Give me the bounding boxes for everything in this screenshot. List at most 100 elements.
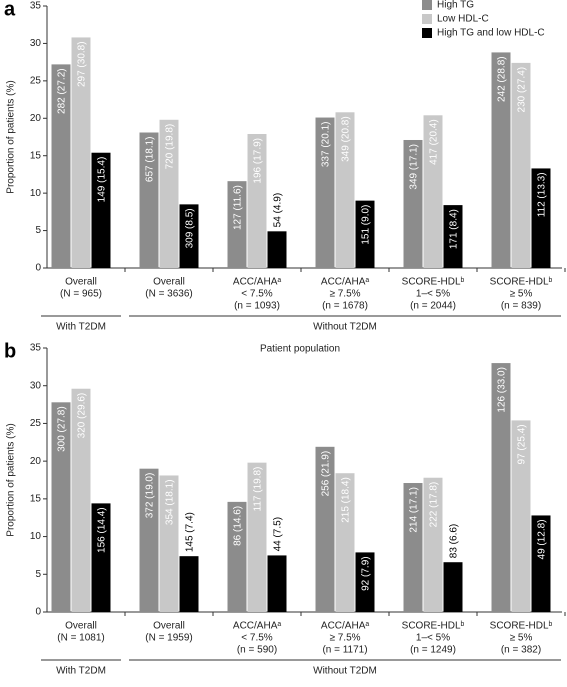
legend-label: Low HDL-C bbox=[437, 14, 489, 25]
x-tick-label: ≥ 7.5% bbox=[329, 633, 360, 644]
y-tick-label: 10 bbox=[30, 188, 42, 199]
bar bbox=[267, 231, 287, 268]
panel-label: b bbox=[4, 340, 16, 362]
x-tick-label: (N = 3636) bbox=[145, 289, 193, 300]
y-tick-label: 25 bbox=[30, 75, 42, 86]
x-tick-label: ACC/AHAᵃ bbox=[233, 621, 281, 632]
bar bbox=[227, 181, 247, 268]
y-tick-label: 25 bbox=[30, 418, 42, 429]
bar bbox=[511, 420, 531, 612]
bar bbox=[315, 446, 335, 612]
y-axis-title: Proportion of patients (%) bbox=[6, 80, 17, 193]
y-tick-label: 30 bbox=[30, 380, 42, 391]
x-tick-label: (N = 1081) bbox=[57, 633, 105, 644]
bar bbox=[159, 119, 179, 268]
bar bbox=[335, 473, 355, 612]
bar bbox=[247, 134, 267, 268]
value-label: 372 (19.0) bbox=[145, 473, 156, 519]
x-tick-label: 1–< 5% bbox=[416, 289, 450, 300]
x-tick-label: (n = 1678) bbox=[322, 301, 368, 312]
x-tick-label: (n = 1249) bbox=[410, 645, 456, 656]
x-tick-label: (n = 382) bbox=[501, 645, 541, 656]
value-label: 222 (17.8) bbox=[429, 482, 440, 528]
x-tick-label: (n = 590) bbox=[237, 645, 277, 656]
x-tick-label: < 7.5% bbox=[241, 633, 273, 644]
group-label: Without T2DM bbox=[313, 666, 377, 677]
bar bbox=[423, 477, 443, 612]
bar bbox=[179, 556, 199, 612]
value-label: 215 (18.4) bbox=[341, 477, 352, 523]
x-tick-label: Overall bbox=[65, 621, 97, 632]
bar bbox=[491, 363, 511, 612]
y-axis-title: Proportion of patients (%) bbox=[6, 423, 17, 536]
bar bbox=[355, 200, 375, 268]
bar bbox=[443, 205, 463, 268]
legend-swatch bbox=[422, 14, 432, 24]
bar bbox=[403, 483, 423, 612]
value-label: 83 (6.6) bbox=[449, 524, 460, 558]
bar bbox=[335, 112, 355, 268]
group-label: With T2DM bbox=[56, 322, 106, 333]
legend-swatch bbox=[422, 0, 432, 10]
y-tick-label: 5 bbox=[35, 569, 41, 580]
value-label: 171 (8.4) bbox=[449, 209, 460, 249]
bar bbox=[91, 152, 111, 268]
value-label: 112 (13.3) bbox=[537, 172, 548, 217]
x-tick-label: ≥ 5% bbox=[510, 289, 533, 300]
bar bbox=[355, 552, 375, 612]
legend-swatch bbox=[422, 28, 432, 38]
value-label: 44 (7.5) bbox=[273, 517, 284, 551]
bar bbox=[247, 462, 267, 612]
value-label: 92 (7.9) bbox=[361, 556, 372, 590]
value-label: 256 (21.9) bbox=[321, 451, 332, 497]
bar bbox=[511, 62, 531, 268]
x-tick-label: SCORE-HDLᵇ bbox=[402, 277, 465, 288]
y-tick-label: 15 bbox=[30, 493, 42, 504]
bar bbox=[51, 402, 71, 612]
group-label: With T2DM bbox=[56, 666, 106, 677]
panel-label: a bbox=[4, 0, 16, 20]
value-label: 300 (27.8) bbox=[57, 406, 68, 452]
value-label: 657 (18.1) bbox=[145, 137, 156, 183]
x-tick-label: ACC/AHAᵃ bbox=[321, 621, 369, 632]
value-label: 145 (7.4) bbox=[185, 512, 196, 552]
x-tick-label: SCORE-HDLᵇ bbox=[402, 621, 465, 632]
bar bbox=[71, 37, 91, 268]
bar bbox=[51, 64, 71, 268]
y-tick-label: 35 bbox=[30, 1, 42, 12]
value-label: 417 (20.4) bbox=[429, 119, 440, 165]
y-tick-label: 35 bbox=[30, 343, 42, 354]
x-tick-label: ≥ 7.5% bbox=[329, 289, 360, 300]
y-tick-label: 15 bbox=[30, 150, 42, 161]
x-tick-label: SCORE-HDLᵇ bbox=[490, 277, 553, 288]
value-label: 320 (29.6) bbox=[77, 393, 88, 439]
x-tick-label: (n = 1093) bbox=[234, 301, 280, 312]
y-tick-label: 0 bbox=[35, 263, 41, 274]
value-label: 86 (14.6) bbox=[233, 506, 244, 546]
value-label: 97 (25.4) bbox=[517, 424, 528, 464]
x-tick-label: (n = 1171) bbox=[322, 645, 367, 656]
x-tick-label: 1–< 5% bbox=[416, 633, 450, 644]
x-tick-label: (N = 1959) bbox=[145, 633, 193, 644]
value-label: 214 (17.1) bbox=[409, 487, 420, 533]
bar bbox=[403, 139, 423, 268]
bar bbox=[227, 501, 247, 612]
value-label: 127 (11.6) bbox=[233, 185, 244, 230]
bar bbox=[531, 168, 551, 268]
bar bbox=[531, 515, 551, 612]
bar bbox=[315, 117, 335, 268]
value-label: 309 (8.5) bbox=[185, 208, 196, 248]
x-tick-label: (n = 2044) bbox=[410, 301, 456, 312]
bar bbox=[91, 503, 111, 612]
value-label: 117 (19.8) bbox=[253, 467, 264, 512]
y-tick-label: 10 bbox=[30, 531, 42, 542]
x-tick-label: Overall bbox=[153, 277, 185, 288]
value-label: 282 (27.2) bbox=[57, 68, 68, 114]
x-tick-label: Overall bbox=[153, 621, 185, 632]
y-tick-label: 0 bbox=[35, 607, 41, 618]
x-tick-label: ACC/AHAᵃ bbox=[233, 277, 281, 288]
bar bbox=[267, 555, 287, 612]
y-tick-label: 20 bbox=[30, 456, 42, 467]
x-tick-label: Overall bbox=[65, 277, 97, 288]
